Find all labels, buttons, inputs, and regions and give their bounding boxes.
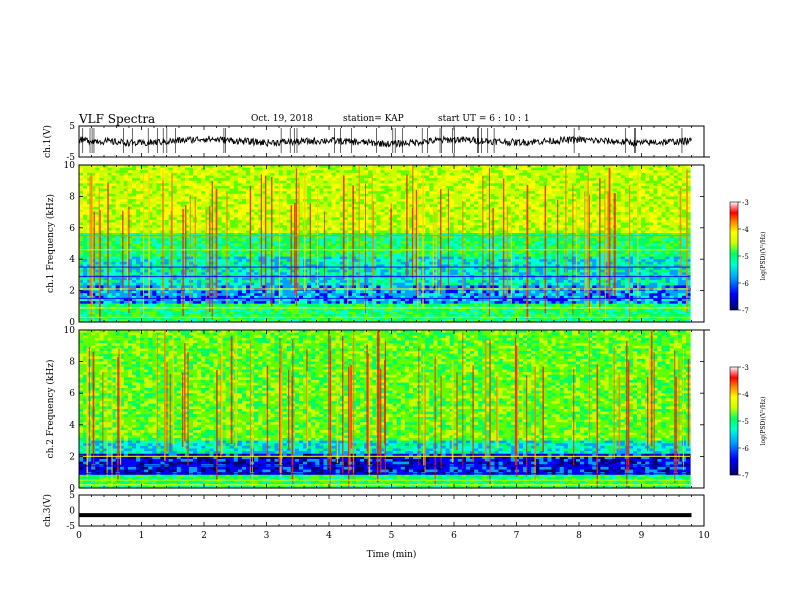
ch1-spectrogram xyxy=(79,165,691,323)
vlf-figure: 5-5ch.1(V)0246810ch.1 Frequency (kHz) -3-… xyxy=(0,0,792,612)
